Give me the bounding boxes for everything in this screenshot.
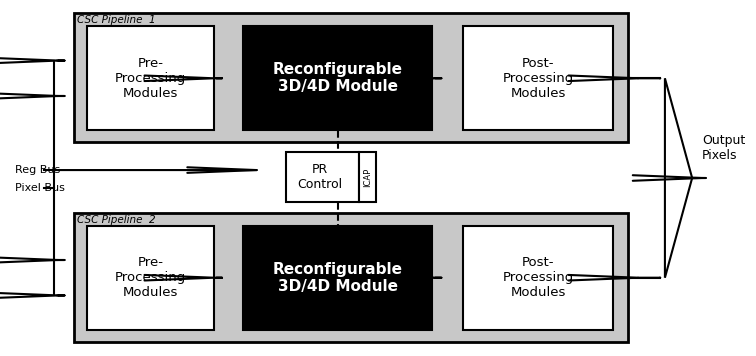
Text: Post-
Processing
Modules: Post- Processing Modules: [503, 57, 574, 100]
Text: Pixel Bus: Pixel Bus: [15, 183, 65, 193]
Bar: [73, 213, 628, 342]
Text: CSC Pipeline  1: CSC Pipeline 1: [77, 15, 156, 25]
Bar: [463, 26, 613, 130]
Polygon shape: [665, 78, 692, 278]
Bar: [358, 152, 376, 202]
Bar: [286, 152, 358, 202]
Text: CSC Pipeline  2: CSC Pipeline 2: [77, 215, 156, 225]
Text: Output
Pixels: Output Pixels: [702, 134, 745, 162]
Bar: [87, 226, 214, 330]
Bar: [87, 26, 214, 130]
Text: Pre-
Processing
Modules: Pre- Processing Modules: [115, 57, 186, 100]
Bar: [243, 226, 432, 330]
Text: Pre-
Processing
Modules: Pre- Processing Modules: [115, 256, 186, 299]
Bar: [73, 13, 628, 142]
Text: PR
Control: PR Control: [298, 163, 342, 191]
Text: ICAP: ICAP: [363, 167, 372, 187]
Text: Post-
Processing
Modules: Post- Processing Modules: [503, 256, 574, 299]
Bar: [243, 26, 432, 130]
Text: Reconfigurable
3D/4D Module: Reconfigurable 3D/4D Module: [273, 62, 403, 94]
Text: Reconfigurable
3D/4D Module: Reconfigurable 3D/4D Module: [273, 262, 403, 294]
Bar: [463, 226, 613, 330]
Text: Reg Bus: Reg Bus: [15, 165, 60, 175]
